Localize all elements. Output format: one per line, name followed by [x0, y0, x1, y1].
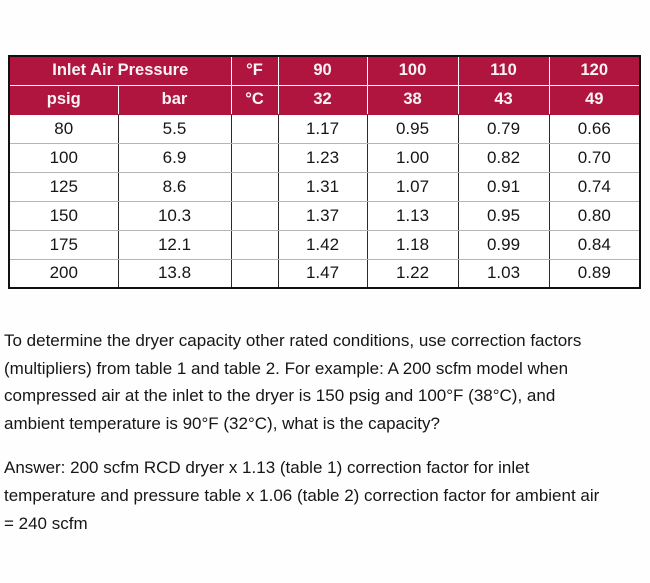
cell-factor: 0.89 [548, 258, 641, 289]
cell-factor: 0.91 [457, 171, 550, 202]
header-temp-c-38: 38 [366, 84, 459, 115]
answer-paragraph: Answer: 200 scfm RCD dryer x 1.13 (table… [4, 458, 600, 533]
header-temp-f-110: 110 [457, 55, 550, 86]
cell-factor: 0.82 [457, 142, 550, 173]
table-header-row-1: Inlet Air Pressure °F 90 100 110 120 [8, 55, 641, 86]
cell-factor: 0.70 [548, 142, 641, 173]
body-text-block: To determine the dryer capacity other ra… [4, 327, 650, 554]
cell-factor: 1.23 [277, 142, 368, 173]
header-temp-f-100: 100 [366, 55, 459, 86]
cell-unit-spacer [230, 200, 279, 231]
cell-factor: 0.79 [457, 113, 550, 144]
cell-factor: 0.80 [548, 200, 641, 231]
correction-factor-table: Inlet Air Pressure °F 90 100 110 120 psi… [8, 55, 641, 289]
header-unit-fahrenheit: °F [230, 55, 279, 86]
cell-factor: 1.07 [366, 171, 459, 202]
explanation-paragraph: To determine the dryer capacity other ra… [4, 331, 582, 433]
header-temp-c-32: 32 [277, 84, 368, 115]
table-header-row-2: psig bar °C 32 38 43 49 [8, 84, 641, 115]
cell-factor: 1.17 [277, 113, 368, 144]
table-row: 100 6.9 1.23 1.00 0.82 0.70 [8, 142, 641, 173]
cell-factor: 1.37 [277, 200, 368, 231]
cell-bar: 10.3 [117, 200, 232, 231]
cell-factor: 0.84 [548, 229, 641, 260]
cell-factor: 1.00 [366, 142, 459, 173]
cell-psig: 200 [8, 258, 119, 289]
header-psig: psig [8, 84, 119, 115]
cell-factor: 1.47 [277, 258, 368, 289]
header-bar: bar [117, 84, 232, 115]
cell-factor: 1.31 [277, 171, 368, 202]
cell-psig: 175 [8, 229, 119, 260]
header-unit-celsius: °C [230, 84, 279, 115]
cell-bar: 13.8 [117, 258, 232, 289]
cell-factor: 1.42 [277, 229, 368, 260]
cell-unit-spacer [230, 142, 279, 173]
cell-unit-spacer [230, 113, 279, 144]
cell-unit-spacer [230, 258, 279, 289]
cell-factor: 0.95 [457, 200, 550, 231]
cell-factor: 1.18 [366, 229, 459, 260]
cell-factor: 0.99 [457, 229, 550, 260]
cell-bar: 5.5 [117, 113, 232, 144]
cell-bar: 12.1 [117, 229, 232, 260]
cell-unit-spacer [230, 229, 279, 260]
table-row: 80 5.5 1.17 0.95 0.79 0.66 [8, 113, 641, 144]
cell-psig: 100 [8, 142, 119, 173]
cell-factor: 0.74 [548, 171, 641, 202]
header-inlet-air-pressure: Inlet Air Pressure [8, 55, 232, 86]
cell-bar: 6.9 [117, 142, 232, 173]
cell-factor: 1.13 [366, 200, 459, 231]
cell-factor: 1.03 [457, 258, 550, 289]
cell-factor: 1.22 [366, 258, 459, 289]
cell-psig: 150 [8, 200, 119, 231]
cell-psig: 125 [8, 171, 119, 202]
header-temp-c-43: 43 [457, 84, 550, 115]
header-temp-f-90: 90 [277, 55, 368, 86]
cell-bar: 8.6 [117, 171, 232, 202]
table-row: 125 8.6 1.31 1.07 0.91 0.74 [8, 171, 641, 202]
table-row: 200 13.8 1.47 1.22 1.03 0.89 [8, 258, 641, 289]
cell-factor: 0.66 [548, 113, 641, 144]
header-temp-f-120: 120 [548, 55, 641, 86]
table-row: 150 10.3 1.37 1.13 0.95 0.80 [8, 200, 641, 231]
table-row: 175 12.1 1.42 1.18 0.99 0.84 [8, 229, 641, 260]
header-temp-c-49: 49 [548, 84, 641, 115]
cell-psig: 80 [8, 113, 119, 144]
cell-factor: 0.95 [366, 113, 459, 144]
cell-unit-spacer [230, 171, 279, 202]
